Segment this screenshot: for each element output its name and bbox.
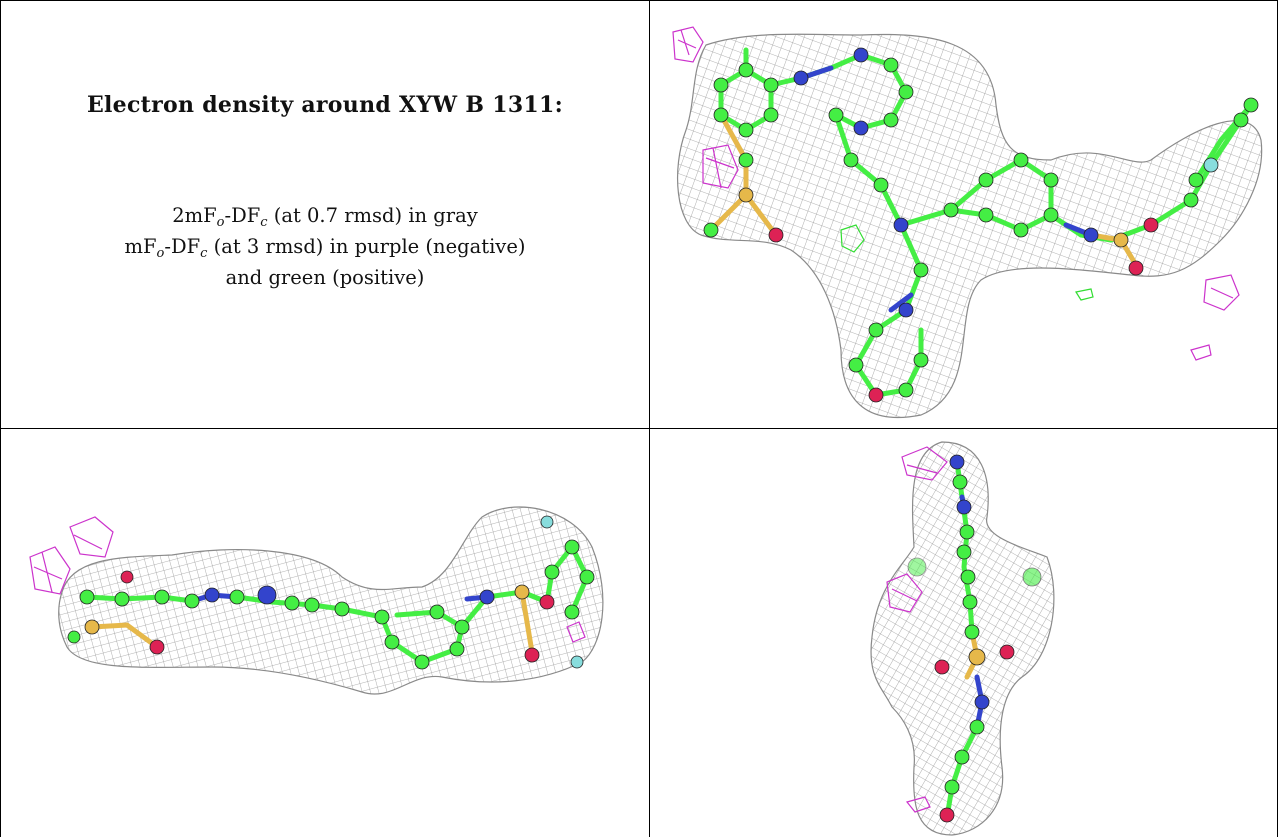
border-middle-horizontal (0, 428, 1278, 429)
ligand-atoms (703, 47, 1259, 403)
negative-density-blobs (29, 516, 586, 643)
density-image-side (29, 506, 604, 695)
positive-density-blobs (840, 224, 1094, 301)
view-bottom-left (12, 437, 648, 837)
density-image-top (672, 26, 1263, 419)
density-image-end-on (870, 441, 1055, 836)
view-top-right (651, 10, 1266, 422)
figure-title: Electron density around XYW B 1311: (86, 92, 564, 118)
legend-line-fo-fc: mFo-DFc (at 3 rmsd) in purple (negative) (124, 235, 526, 261)
border-middle-vertical (649, 0, 650, 837)
ligand-atoms (907, 454, 1042, 823)
gray-mesh-envelope (677, 33, 1263, 419)
legend-line-2fo-fc: 2mFo-DFc (at 0.7 rmsd) in gray (172, 204, 478, 230)
caption-cell: Electron density around XYW B 1311: 2mFo… (12, 0, 638, 421)
negative-density-blobs (886, 446, 948, 813)
ligand-atoms (67, 515, 595, 670)
border-top (0, 0, 1278, 1)
legend-line-green: and green (positive) (225, 266, 425, 289)
negative-density-blobs (672, 26, 1240, 361)
gray-mesh-envelope (58, 506, 604, 695)
view-bottom-right (652, 437, 1264, 837)
border-left (0, 0, 1, 837)
legend-description: 2mFo-DFc (at 0.7 rmsd) in gray mFo-DFc (… (12, 200, 638, 293)
